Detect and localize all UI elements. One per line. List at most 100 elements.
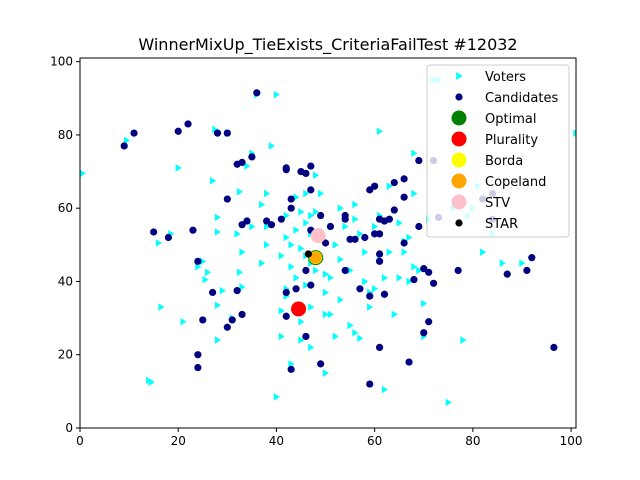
voter-point — [376, 127, 383, 136]
candidate-point — [341, 215, 349, 223]
candidate-point — [400, 193, 408, 201]
candidate-point — [238, 221, 246, 229]
voter-point — [573, 129, 576, 137]
candidate-point — [400, 175, 408, 183]
candidate-point — [371, 182, 379, 190]
candidate-point — [228, 316, 236, 324]
y-tick-label: 80 — [58, 128, 73, 142]
voter-point — [352, 328, 359, 337]
candidate-point — [287, 365, 295, 373]
voter-point — [337, 255, 344, 264]
candidate-point — [415, 156, 423, 165]
candidate-point — [390, 206, 398, 214]
candidate-point — [248, 153, 256, 161]
x-tick-label: 0 — [76, 434, 84, 448]
candidate-point — [317, 211, 325, 220]
candidate-point — [326, 222, 335, 231]
candidate-point — [400, 239, 408, 247]
legend-stv-label: STV — [485, 196, 510, 211]
voter-point — [263, 241, 271, 249]
winner-star-point — [304, 250, 312, 258]
voter-point — [342, 222, 349, 231]
voter-point — [214, 228, 221, 236]
voter-point — [357, 230, 364, 238]
candidate-point — [184, 120, 192, 128]
voter-point — [239, 248, 246, 256]
voter-point — [273, 90, 280, 99]
candidate-point — [361, 233, 369, 242]
voter-point — [406, 233, 413, 242]
voter-point — [288, 263, 295, 271]
voter-point — [337, 295, 344, 304]
candidate-point — [415, 222, 423, 231]
voter-point — [391, 310, 398, 319]
voter-point — [371, 222, 379, 231]
x-tick-label: 20 — [171, 434, 186, 448]
voter-point — [259, 259, 266, 267]
candidate-point — [375, 343, 384, 352]
voter-point — [313, 208, 320, 216]
voter-point — [175, 164, 182, 172]
axes-frame — [79, 57, 577, 429]
legend-borda-label: Borda — [485, 154, 523, 169]
legend-borda-marker — [451, 152, 467, 168]
candidate-point — [267, 221, 276, 229]
candidate-point — [223, 129, 231, 137]
voter-point — [416, 266, 423, 275]
voter-point — [371, 284, 379, 293]
candidate-point — [550, 343, 558, 352]
voter-point — [303, 189, 310, 198]
candidate-point — [307, 186, 315, 194]
voter-point — [381, 385, 388, 394]
voter-point — [308, 343, 315, 352]
candidate-point — [528, 254, 536, 262]
voter-point — [278, 332, 285, 341]
candidate-point — [150, 228, 158, 236]
candidate-point — [307, 162, 315, 170]
candidate-point — [321, 239, 330, 247]
voter-point — [362, 277, 369, 286]
candidate-point — [174, 127, 182, 135]
candidate-point — [503, 270, 511, 278]
voter-point — [401, 248, 408, 256]
voter-point — [460, 336, 467, 344]
y-tick-label: 0 — [65, 421, 73, 435]
voter-point — [327, 274, 334, 282]
candidate-point — [263, 217, 271, 225]
voter-point — [80, 169, 86, 178]
voter-point — [313, 171, 320, 180]
voter-point — [180, 317, 187, 326]
candidate-point — [385, 215, 393, 223]
voter-point — [381, 274, 388, 282]
voter-point — [396, 219, 403, 227]
voter-point — [386, 182, 393, 191]
candidate-point — [194, 363, 202, 372]
candidate-point — [282, 288, 290, 297]
candidate-point — [317, 360, 325, 368]
legend-box — [426, 64, 570, 238]
legend-voters-label: Voters — [485, 70, 526, 85]
voter-point — [332, 332, 339, 341]
candidate-point — [523, 266, 531, 275]
voter-point — [411, 189, 418, 198]
candidate-point — [287, 204, 295, 212]
candidate-point — [282, 312, 290, 320]
voter-point — [205, 268, 212, 277]
voter-point — [308, 303, 315, 311]
chart-title: WinnerMixUp_TieExists_CriteriaFailTest #… — [138, 35, 517, 55]
legend: Voters Candidates Optimal Plurality Borda Cop… — [426, 64, 570, 238]
voter-point — [148, 378, 155, 387]
winner-stv-point — [310, 228, 326, 244]
candidate-point — [120, 142, 128, 150]
candidate-point — [375, 257, 384, 265]
candidate-point — [199, 316, 207, 324]
voter-point — [263, 222, 271, 231]
voter-point — [293, 226, 300, 234]
candidate-point — [366, 292, 374, 300]
legend-star-label: STAR — [485, 217, 518, 232]
voter-point — [244, 162, 251, 170]
legend-star-marker — [455, 219, 463, 227]
voter-point — [278, 252, 285, 260]
candidate-point — [287, 195, 295, 203]
voter-point — [445, 398, 452, 407]
